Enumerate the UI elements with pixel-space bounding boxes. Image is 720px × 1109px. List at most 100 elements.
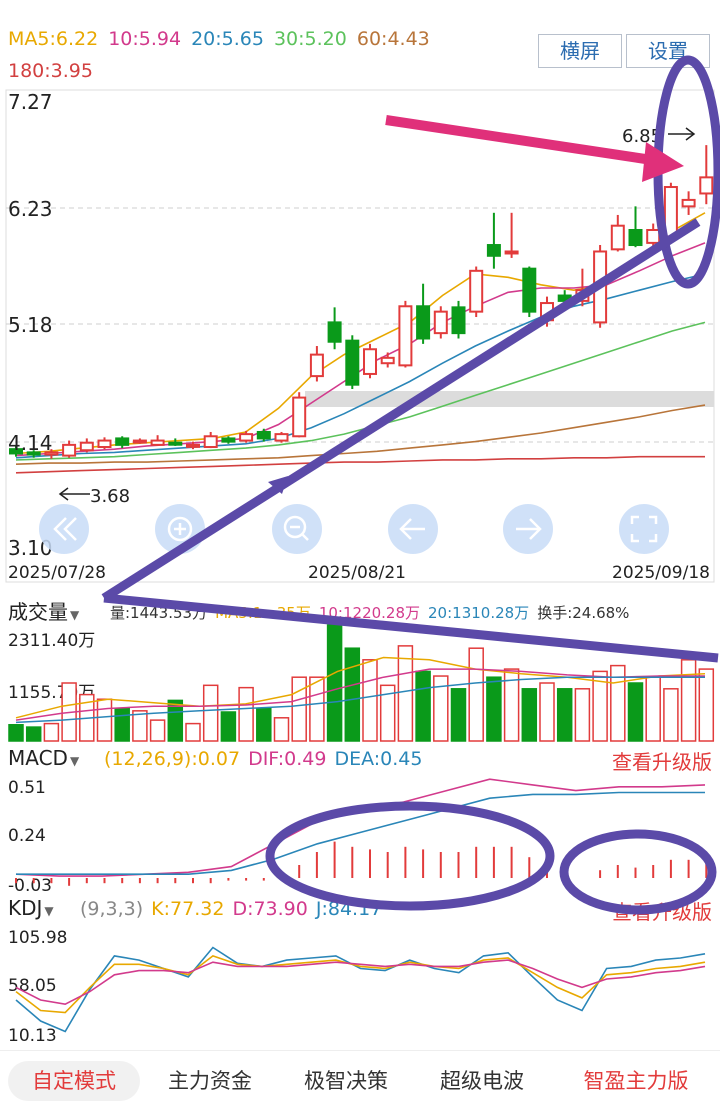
candle-up bbox=[504, 250, 519, 255]
macd-axis-top: 0.51 bbox=[8, 778, 46, 798]
volume-bar bbox=[202, 684, 219, 742]
date-label-end: 2025/09/18 bbox=[612, 563, 710, 583]
volume-bar bbox=[433, 675, 449, 742]
candle-up bbox=[62, 443, 77, 457]
ma180-value: 180:3.95 bbox=[8, 60, 93, 82]
candle-down bbox=[557, 294, 572, 302]
ma60-line bbox=[15, 404, 706, 465]
left-arrow-icon[interactable] bbox=[388, 504, 438, 554]
tab-zhiying-main[interactable]: 智盈主力版 bbox=[583, 1069, 689, 1093]
candle-down bbox=[115, 437, 130, 446]
candle-up bbox=[150, 439, 165, 446]
volume-bar bbox=[25, 726, 42, 742]
zoom-out-icon[interactable] bbox=[272, 504, 322, 554]
candle-up bbox=[681, 198, 696, 208]
volume-bar bbox=[450, 688, 467, 742]
tab-super-wave[interactable]: 超级电波 bbox=[440, 1069, 524, 1093]
volume-bar bbox=[592, 670, 608, 742]
candle-up bbox=[292, 396, 307, 438]
volume-indicator-selector[interactable]: 成交量 ▼ bbox=[8, 596, 79, 625]
candle-up bbox=[274, 433, 289, 442]
resistance-band bbox=[305, 391, 714, 407]
ma20-value: 20:5.65 bbox=[191, 28, 264, 50]
volume-bar bbox=[415, 670, 431, 742]
ma-legend-row-1: MA5:6.22 10:5.94 20:5.65 30:5.20 60:4.43 bbox=[8, 28, 440, 50]
ma5-value: MA5:6.22 bbox=[8, 28, 99, 50]
volume-bar bbox=[185, 722, 201, 742]
volume-bar bbox=[344, 647, 361, 742]
volume-chart[interactable] bbox=[0, 620, 720, 744]
kdj-indicator-selector[interactable]: KDJ ▼ bbox=[8, 896, 54, 920]
macd-chart[interactable] bbox=[0, 770, 720, 894]
right-arrow-icon[interactable] bbox=[503, 504, 553, 554]
macd-axis-bottom: -0.03 bbox=[8, 876, 52, 896]
candle-up bbox=[97, 439, 112, 449]
volume-bar bbox=[574, 688, 591, 742]
volume-bar bbox=[503, 668, 520, 742]
kdj-k-line bbox=[15, 955, 706, 1014]
macd-indicator-selector[interactable]: MACD ▼ bbox=[8, 746, 79, 770]
macd-stats: (12,26,9):0.07 DIF:0.49 DEA:0.45 bbox=[104, 748, 430, 770]
volume-bar bbox=[220, 711, 237, 742]
macd-dif: DIF:0.49 bbox=[248, 748, 327, 770]
candle-down bbox=[486, 244, 501, 257]
volume-bar bbox=[556, 688, 573, 742]
macd-dea-line bbox=[16, 791, 705, 875]
candle-up bbox=[575, 289, 590, 302]
dropdown-icon: ▼ bbox=[44, 904, 54, 918]
kdj-axis-mid: 58.05 bbox=[8, 976, 57, 996]
candle-up bbox=[433, 310, 448, 335]
ma60-value: 60:4.43 bbox=[356, 28, 430, 50]
volume-bar bbox=[167, 699, 184, 742]
candle-up bbox=[239, 433, 254, 442]
volume-bar bbox=[627, 682, 644, 742]
candle-up bbox=[610, 224, 625, 251]
date-label-start: 2025/07/28 bbox=[8, 563, 106, 583]
double-left-icon[interactable] bbox=[39, 504, 89, 554]
kdj-axis-top: 105.98 bbox=[8, 928, 68, 948]
zoom-in-icon[interactable] bbox=[155, 504, 205, 554]
volume-bar bbox=[379, 684, 396, 742]
dropdown-icon: ▼ bbox=[69, 754, 80, 768]
volume-bar bbox=[326, 624, 343, 742]
candle-down bbox=[9, 448, 23, 455]
volume-ma5-line bbox=[15, 656, 706, 719]
bottom-tab-bar: 自定模式 主力资金 极智决策 超级电波 智盈主力版 bbox=[0, 1050, 720, 1109]
volume-title: 成交量 bbox=[8, 600, 68, 624]
candle-up bbox=[646, 228, 661, 244]
kdj-j: J:84.17 bbox=[315, 898, 383, 920]
ma180-line bbox=[15, 455, 705, 474]
candle-down bbox=[628, 228, 643, 247]
settings-button[interactable]: 设置 bbox=[626, 34, 710, 68]
volume-bar bbox=[132, 710, 148, 742]
candle-up bbox=[363, 348, 377, 375]
candle-down bbox=[26, 451, 41, 456]
volume-bar bbox=[680, 659, 697, 742]
volume-bar bbox=[468, 647, 484, 742]
fullscreen-icon[interactable] bbox=[619, 504, 669, 554]
volume-bar bbox=[8, 724, 24, 742]
candle-up bbox=[44, 451, 59, 456]
candle-down bbox=[168, 441, 183, 446]
volume-bar bbox=[114, 707, 130, 742]
volume-bar bbox=[96, 698, 113, 742]
candle-up bbox=[203, 435, 218, 449]
tab-main-funds[interactable]: 主力资金 bbox=[168, 1069, 252, 1093]
kdj-axis-bottom: 10.13 bbox=[8, 1026, 57, 1046]
candle-up bbox=[132, 439, 147, 444]
candle-down bbox=[416, 305, 431, 340]
macd-upgrade-link[interactable]: 查看升级版 bbox=[612, 750, 712, 774]
kdj-title: KDJ bbox=[8, 896, 43, 920]
candle-down bbox=[221, 437, 236, 443]
macd-axis-mid: 0.24 bbox=[8, 826, 46, 846]
tab-smart-decision[interactable]: 极智决策 bbox=[304, 1069, 388, 1093]
kdj-chart[interactable] bbox=[0, 920, 720, 1046]
candle-down bbox=[327, 321, 342, 343]
high-price-label: 6.85 bbox=[622, 126, 662, 147]
volume-bar bbox=[256, 707, 272, 742]
candle-up bbox=[663, 186, 678, 238]
tab-custom-mode[interactable]: 自定模式 bbox=[8, 1061, 140, 1101]
volume-bar bbox=[663, 688, 679, 742]
volume-bar bbox=[362, 659, 378, 742]
landscape-button[interactable]: 横屏 bbox=[538, 34, 622, 68]
